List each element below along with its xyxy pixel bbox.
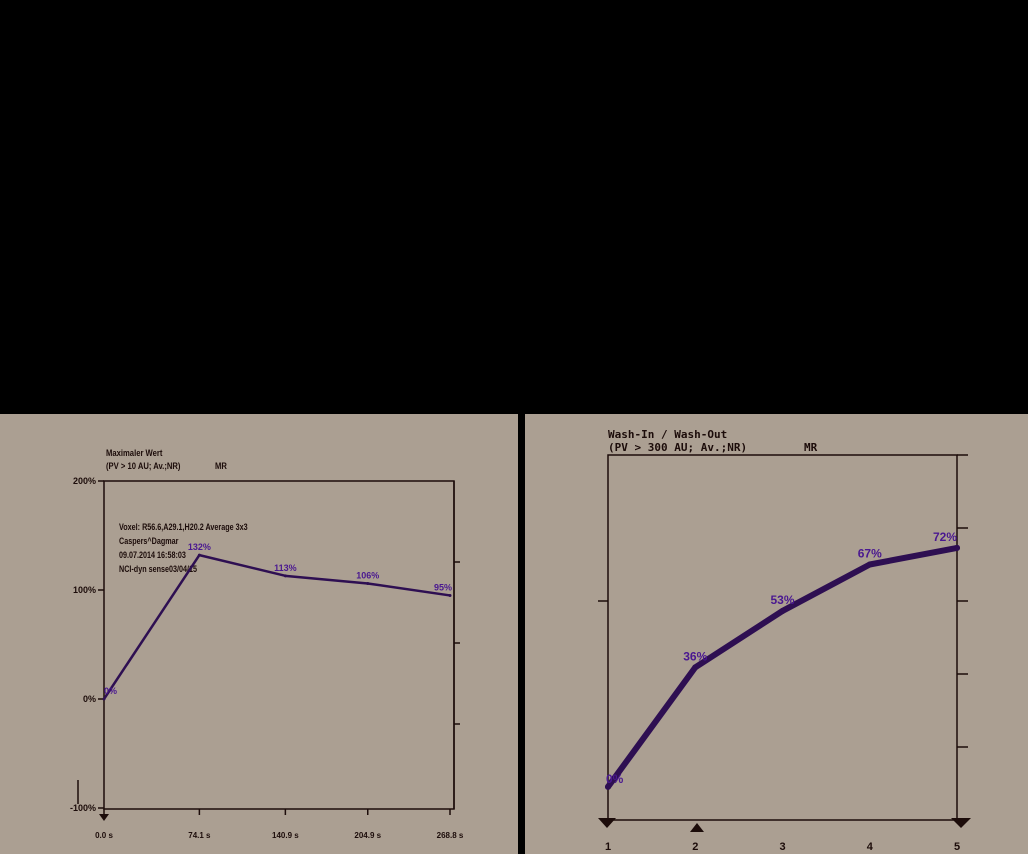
data-label: 72% (933, 530, 957, 544)
y-tick-label: 0% (83, 694, 96, 704)
series-description: NCI-dyn sense03/04/15 (119, 564, 198, 574)
x-tick-label: 74.1 s (188, 831, 211, 840)
peak-marker-icon (690, 823, 704, 832)
plot-frame (607, 454, 958, 821)
series-line (605, 544, 960, 790)
y-tick-label: -100% (70, 803, 96, 813)
x-tick-label: 3 (779, 841, 785, 853)
black-background-region (0, 0, 1028, 414)
patient-name: Caspers^Dagmar (119, 536, 179, 546)
study-datetime: 09.07.2014 16:58:03 (119, 550, 186, 560)
data-label: 53% (770, 593, 794, 607)
data-point (779, 607, 786, 614)
x-tick-label: 1 (605, 841, 611, 853)
x-tick-label: 140.9 s (272, 831, 299, 840)
data-label: 132% (188, 542, 211, 552)
data-point (605, 783, 611, 790)
x-tick-label: 2 (692, 841, 698, 853)
start-marker-icon (99, 814, 109, 821)
series-line (102, 553, 451, 700)
y-tick-label: 100% (73, 585, 96, 595)
modality-label: MR (804, 441, 818, 454)
x-tick-label: 0.0 s (95, 831, 113, 840)
start-marker-icon (598, 818, 616, 828)
data-point (102, 697, 106, 701)
data-label: 67% (858, 547, 882, 561)
data-label: 36% (683, 649, 707, 663)
data-label: 0% (104, 686, 117, 696)
data-label: 113% (274, 563, 297, 573)
wash-in-out-chart-panel: Wash-In / Wash-Out (PV > 300 AU; Av.;NR)… (525, 414, 1028, 854)
panel-divider (518, 414, 525, 854)
max-value-chart-panel: Maximaler Wert (PV > 10 AU; Av.;NR) MR V… (0, 414, 518, 854)
data-label: 95% (434, 582, 452, 592)
data-point (283, 574, 287, 578)
modality-label: MR (215, 461, 227, 471)
data-point (197, 553, 201, 557)
x-tick-label: 4 (867, 841, 874, 853)
data-point (366, 581, 370, 585)
data-point (692, 664, 699, 671)
x-tick-label: 5 (954, 841, 960, 853)
end-marker-icon (951, 818, 971, 828)
data-label: 106% (356, 570, 379, 580)
chart-subtitle: (PV > 300 AU; Av.;NR) (608, 441, 748, 454)
chart-subtitle: (PV > 10 AU; Av.;NR) (106, 461, 181, 471)
chart-title: Wash-In / Wash-Out (608, 428, 728, 441)
voxel-info: Voxel: R56.6,A29.1,H20.2 Average 3x3 (119, 522, 248, 532)
data-point (866, 561, 873, 568)
y-tick-label: 200% (73, 476, 96, 486)
data-point (954, 544, 960, 551)
plot-frame (103, 480, 455, 810)
data-label: 0% (606, 772, 624, 786)
chart-title: Maximaler Wert (106, 448, 163, 458)
data-point (448, 593, 452, 597)
x-tick-label: 204.9 s (354, 831, 381, 840)
x-tick-label: 268.8 s (437, 831, 464, 840)
wash-in-out-line-chart: 1 2 3 4 5 0% 36% 53% 67% 72% (598, 454, 971, 853)
max-value-line-chart: 200% 100% 0% -100% 0.0 s 74.1 s 140.9 s 204.9 s… (70, 476, 464, 840)
